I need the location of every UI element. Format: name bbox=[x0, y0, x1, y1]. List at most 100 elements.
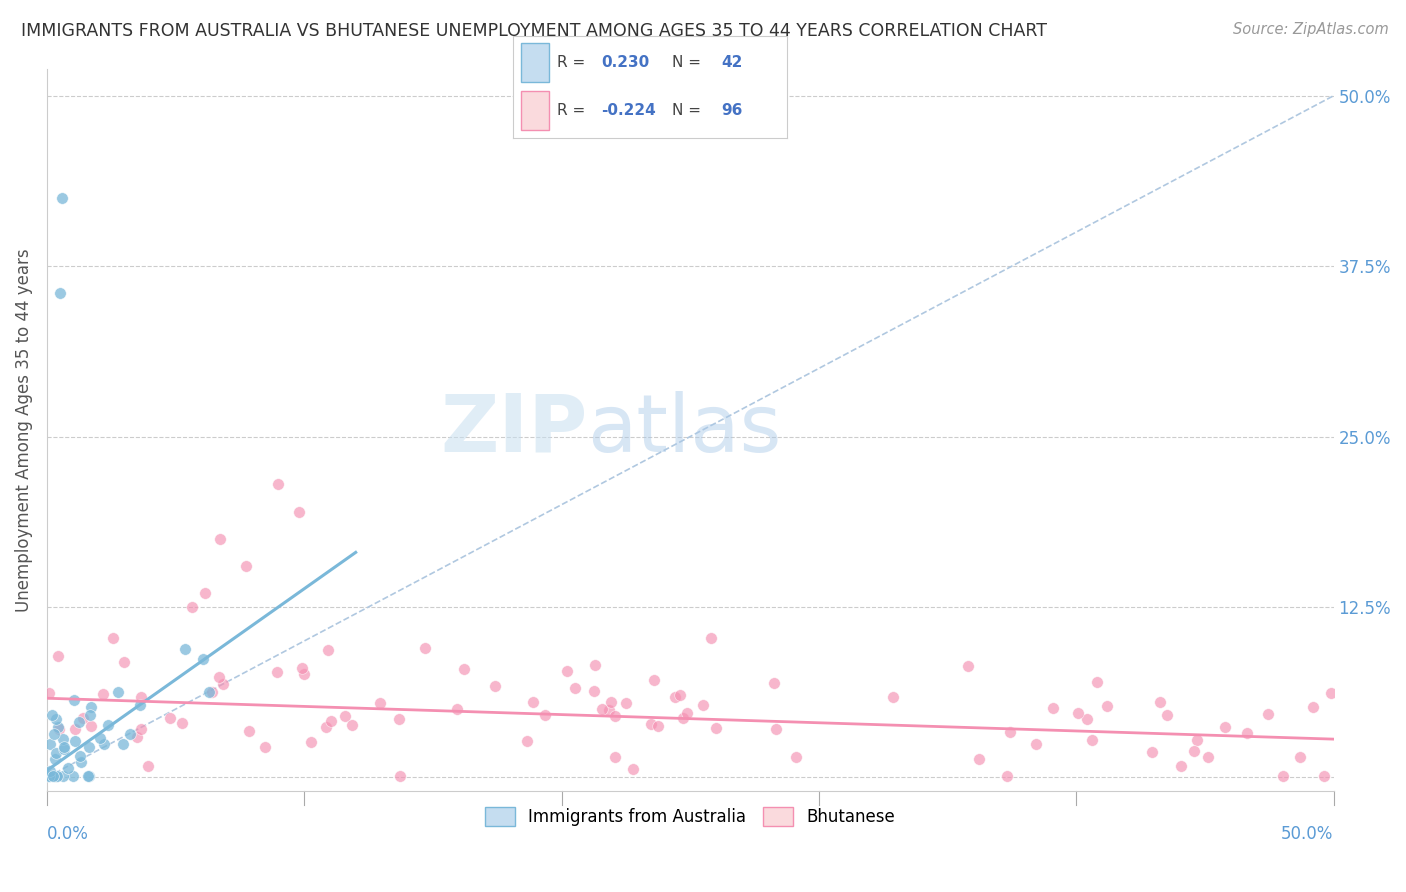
Point bbox=[52, 740, 75, 755]
Y-axis label: Unemployment Among Ages 35 to 44 years: Unemployment Among Ages 35 to 44 years bbox=[15, 248, 32, 612]
Point bbox=[129, 698, 152, 713]
Point bbox=[93, 738, 115, 752]
Point bbox=[38, 769, 60, 783]
Text: ZIP: ZIP bbox=[440, 391, 588, 468]
Point bbox=[1000, 724, 1022, 739]
Point bbox=[266, 477, 288, 491]
Text: N =: N = bbox=[672, 54, 706, 70]
Text: 42: 42 bbox=[721, 54, 742, 70]
Point bbox=[80, 719, 103, 733]
Text: 96: 96 bbox=[721, 103, 742, 118]
Point bbox=[522, 695, 544, 709]
Point bbox=[208, 670, 231, 684]
Point bbox=[67, 715, 90, 730]
Point bbox=[42, 727, 65, 741]
Point bbox=[1182, 743, 1205, 757]
Point bbox=[446, 702, 468, 716]
Point bbox=[1313, 769, 1336, 783]
Point bbox=[1289, 750, 1312, 764]
Point bbox=[46, 648, 69, 663]
Point bbox=[335, 708, 357, 723]
Point bbox=[692, 698, 714, 713]
Point bbox=[1185, 733, 1208, 747]
Point bbox=[38, 686, 60, 700]
Point bbox=[1149, 695, 1171, 709]
Point bbox=[97, 717, 120, 731]
Point bbox=[957, 659, 980, 673]
Text: R =: R = bbox=[557, 103, 591, 118]
Point bbox=[238, 724, 260, 739]
Point bbox=[643, 673, 665, 688]
Point bbox=[621, 762, 644, 776]
Point bbox=[173, 641, 195, 656]
Point bbox=[69, 748, 91, 763]
Point bbox=[77, 769, 100, 783]
Point bbox=[93, 687, 115, 701]
Point bbox=[1085, 675, 1108, 690]
Point bbox=[591, 702, 613, 716]
Point bbox=[1302, 700, 1324, 714]
Point bbox=[765, 723, 787, 737]
Point bbox=[388, 712, 411, 726]
Point bbox=[45, 746, 67, 760]
Point bbox=[191, 652, 214, 666]
Point bbox=[198, 685, 221, 699]
Point bbox=[235, 559, 257, 574]
Point bbox=[616, 696, 638, 710]
Point bbox=[49, 286, 72, 301]
Point bbox=[291, 661, 314, 675]
Point bbox=[51, 191, 73, 205]
Point bbox=[555, 664, 578, 678]
Point bbox=[564, 681, 586, 696]
Point bbox=[1213, 720, 1236, 734]
Point bbox=[1042, 701, 1064, 715]
Point bbox=[967, 752, 990, 766]
Point bbox=[52, 741, 75, 756]
Point bbox=[254, 739, 277, 754]
Text: Source: ZipAtlas.com: Source: ZipAtlas.com bbox=[1233, 22, 1389, 37]
Point bbox=[45, 769, 67, 783]
Point bbox=[299, 734, 322, 748]
Point bbox=[77, 769, 100, 783]
Text: R =: R = bbox=[557, 54, 591, 70]
Point bbox=[669, 688, 692, 702]
Point bbox=[1076, 712, 1098, 726]
Point bbox=[46, 769, 69, 783]
Point bbox=[180, 599, 202, 614]
Point bbox=[1257, 706, 1279, 721]
Point bbox=[1156, 708, 1178, 723]
Point bbox=[79, 740, 101, 755]
Text: -0.224: -0.224 bbox=[600, 103, 655, 118]
Point bbox=[292, 666, 315, 681]
Point bbox=[388, 769, 411, 783]
Point bbox=[316, 642, 339, 657]
Point bbox=[44, 769, 66, 783]
Point bbox=[598, 703, 620, 717]
Point bbox=[1320, 686, 1343, 700]
Point bbox=[209, 532, 232, 546]
Point bbox=[136, 758, 159, 772]
Point bbox=[80, 700, 103, 714]
Point bbox=[582, 683, 605, 698]
Point bbox=[41, 708, 63, 723]
Point bbox=[1197, 750, 1219, 764]
Text: IMMIGRANTS FROM AUSTRALIA VS BHUTANESE UNEMPLOYMENT AMONG AGES 35 TO 44 YEARS CO: IMMIGRANTS FROM AUSTRALIA VS BHUTANESE U… bbox=[21, 22, 1047, 40]
Point bbox=[63, 734, 86, 748]
Point bbox=[288, 504, 311, 518]
Point bbox=[118, 726, 141, 740]
Point bbox=[44, 752, 66, 766]
Point bbox=[52, 732, 75, 747]
Text: atlas: atlas bbox=[588, 391, 782, 468]
Point bbox=[640, 717, 662, 731]
Point bbox=[672, 711, 695, 725]
Point bbox=[1236, 726, 1258, 740]
Point bbox=[125, 730, 148, 744]
Point bbox=[516, 734, 538, 748]
Text: N =: N = bbox=[672, 103, 706, 118]
Point bbox=[1095, 699, 1118, 714]
Point bbox=[52, 769, 75, 783]
Point bbox=[89, 731, 111, 745]
Point bbox=[42, 769, 65, 783]
Point bbox=[340, 718, 363, 732]
Point bbox=[1272, 769, 1295, 783]
